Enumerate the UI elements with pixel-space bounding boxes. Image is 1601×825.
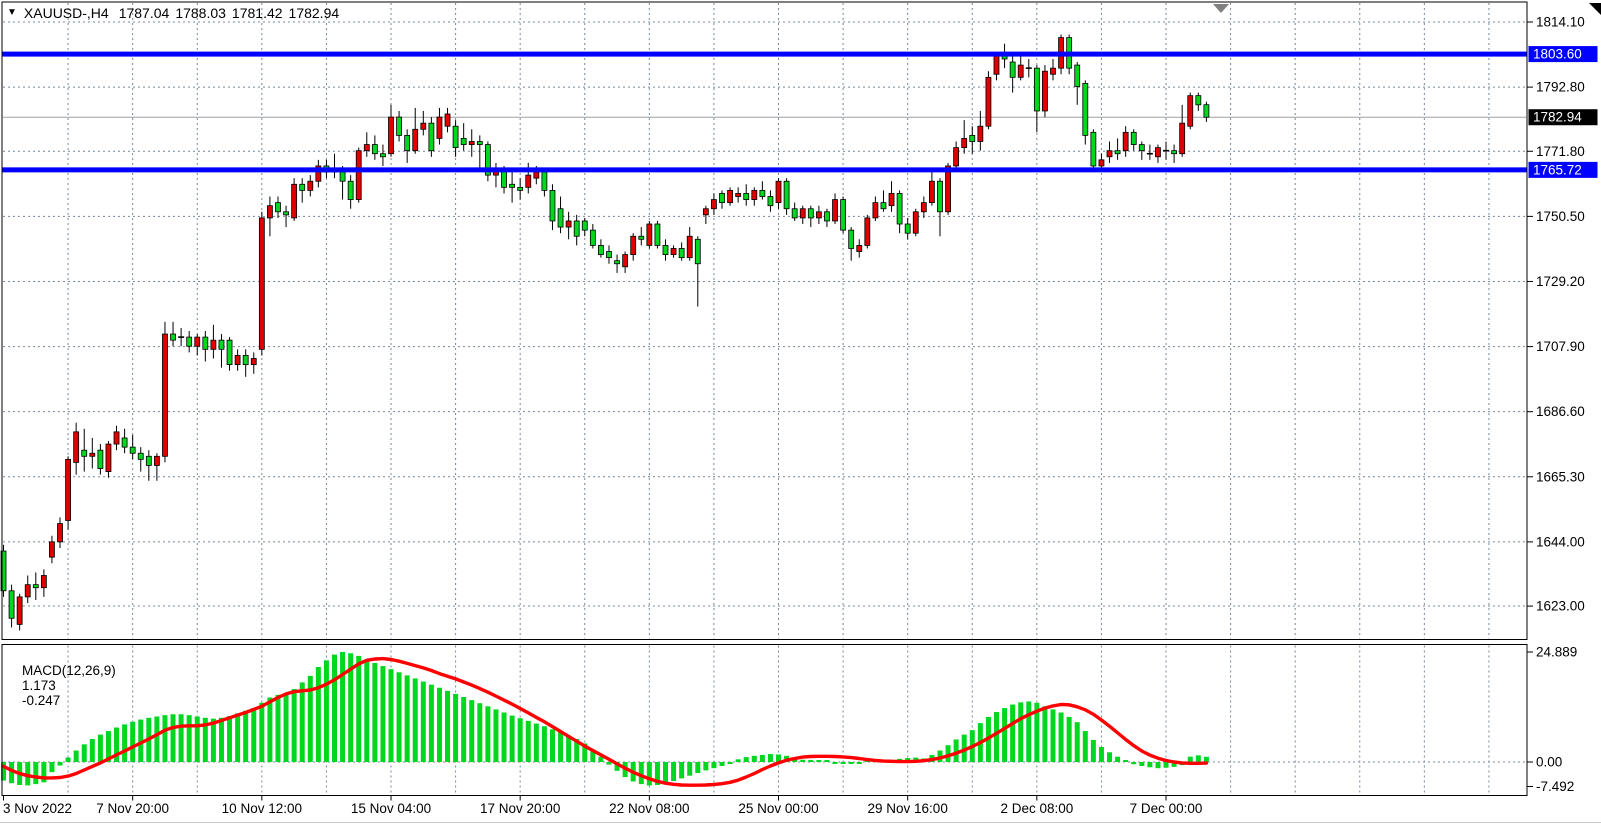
price-label: 1665.30 [1536,469,1585,484]
hline-price-badge [1528,46,1598,63]
corner-marker-icon [1589,3,1601,15]
macd-signal-line [1,656,1209,787]
time-axis[interactable]: 3 Nov 2022 7 Nov 20:00 10 Nov 12:00 15 Nov … [0,795,1527,825]
price-label: 1750.50 [1536,209,1585,224]
time-label: 15 Nov 04:00 [351,801,431,816]
time-label: 25 Nov 00:00 [738,801,818,816]
macd-panel-border [1,644,1528,796]
price-axis[interactable]: 1814.10 1803.60 1792.80 1782.94 1771.80 1765.… [1527,0,1601,825]
price-badge-label: 1782.94 [1533,110,1582,125]
macd-label: MACD(12,26,9) 1.173 -0.247 [7,648,121,723]
horizontal-line-1765.72[interactable] [2,167,1527,173]
price-label: 1771.80 [1536,144,1585,159]
price-label: 1707.90 [1536,339,1585,354]
price-label: 1814.10 [1536,15,1585,30]
price-label: 1686.60 [1536,404,1585,419]
candles [0,34,1210,631]
time-label: 2 Dec 08:00 [1000,801,1073,816]
macd-indicator-name: MACD(12,26,9) [22,663,116,678]
time-label: 3 Nov 2022 [3,801,72,816]
macd-signal-value: -0.247 [22,693,61,708]
time-label: 7 Dec 00:00 [1130,801,1203,816]
price-label: 1792.80 [1536,80,1585,95]
price-label: 1644.00 [1536,534,1585,549]
price-badge-label: 1765.72 [1533,162,1582,177]
time-label: 17 Nov 20:00 [480,801,560,816]
ohlc-open: 1787.04 [118,5,170,21]
macd-main-value: 1.173 [22,678,56,693]
price-label: 1729.20 [1536,274,1585,289]
price-label: 1623.00 [1536,599,1585,614]
current-price-badge [1528,109,1598,126]
time-label: 10 Nov 12:00 [222,801,302,816]
macd-histogram [1,651,1209,786]
ohlc-low: 1781.42 [231,5,283,21]
macd-axis-label: 0.00 [1536,755,1562,770]
macd-axis-label: -7.492 [1536,779,1574,794]
chart-title: ▼ XAUUSD-,H4 1787.04 1788.03 1781.42 178… [7,5,345,21]
time-label: 22 Nov 08:00 [609,801,689,816]
symbol-timeframe-label: XAUUSD-,H4 [23,5,109,21]
macd-axis-label: 24.889 [1536,644,1577,659]
chart-shift-marker-icon[interactable] [1213,4,1229,13]
time-label: 7 Nov 20:00 [96,801,169,816]
ohlc-close: 1782.94 [288,5,340,21]
horizontal-line-1803.6[interactable] [2,51,1527,57]
symbol-dropdown-icon[interactable]: ▼ [7,7,17,18]
price-badge-label: 1803.60 [1533,47,1582,62]
main-chart-panel[interactable] [2,2,1527,640]
hline-price-badge [1528,161,1598,178]
main-panel-border [1,1,1528,640]
time-label: 29 Nov 16:00 [868,801,948,816]
ohlc-high: 1788.03 [175,5,226,21]
